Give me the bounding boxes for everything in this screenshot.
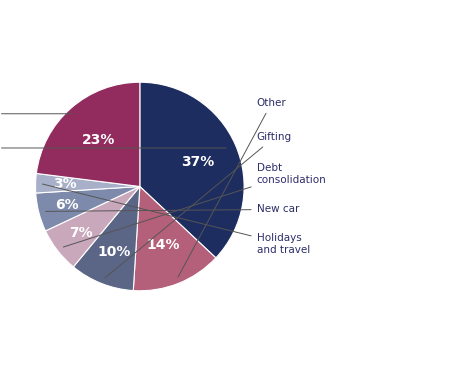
Text: Debt
consolidation: Debt consolidation	[64, 163, 327, 247]
Text: 10%: 10%	[97, 245, 130, 260]
Wedge shape	[46, 186, 140, 267]
Text: Holidays
and travel: Holidays and travel	[43, 184, 310, 255]
Text: Repay
mortgage: Repay mortgage	[0, 137, 226, 159]
Text: 23%: 23%	[82, 132, 115, 147]
Wedge shape	[133, 186, 216, 291]
Text: Other: Other	[178, 98, 286, 277]
Text: 37%: 37%	[181, 155, 214, 169]
Text: 7%: 7%	[69, 226, 92, 239]
Wedge shape	[140, 82, 244, 258]
Wedge shape	[36, 186, 140, 231]
Wedge shape	[36, 82, 140, 186]
Text: Gifting: Gifting	[105, 132, 292, 278]
Wedge shape	[73, 186, 140, 291]
Text: New car: New car	[46, 204, 299, 214]
Text: 14%: 14%	[146, 238, 180, 252]
Text: 6%: 6%	[55, 198, 79, 212]
Text: Home
improvements: Home improvements	[0, 103, 73, 125]
Wedge shape	[36, 173, 140, 193]
Text: 3%: 3%	[53, 177, 77, 191]
